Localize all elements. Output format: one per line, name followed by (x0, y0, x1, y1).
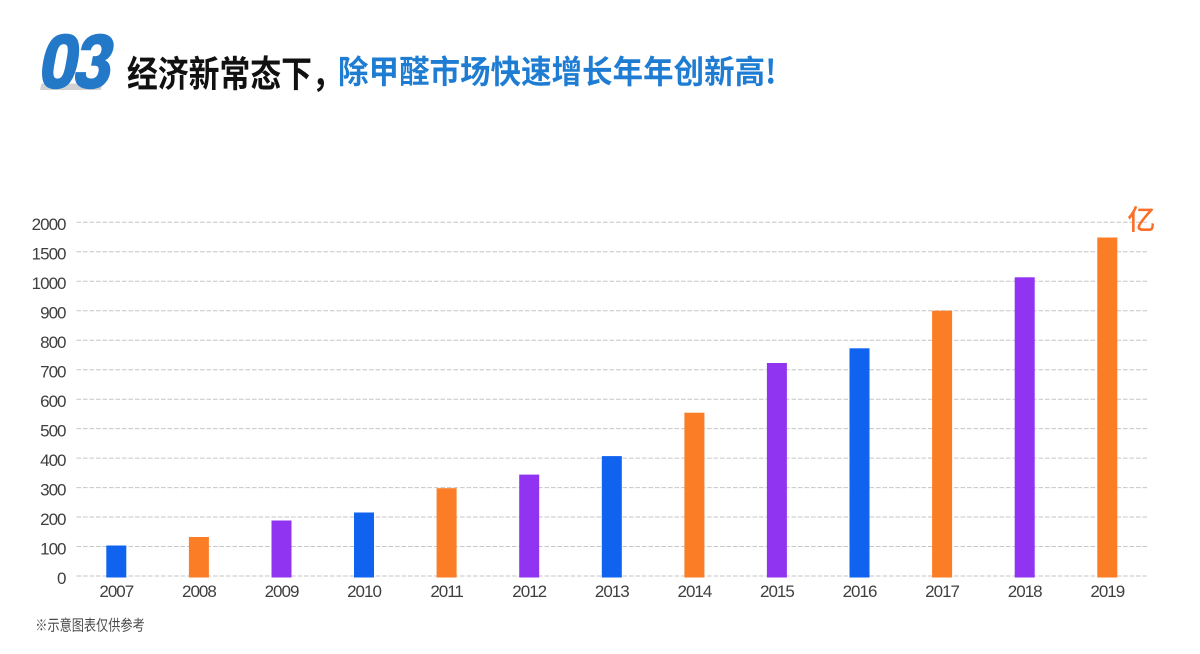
svg-text:500: 500 (40, 421, 66, 440)
svg-text:2017: 2017 (925, 582, 959, 601)
svg-text:300: 300 (40, 480, 66, 499)
svg-text:0: 0 (57, 569, 66, 588)
svg-text:2013: 2013 (595, 582, 629, 601)
svg-text:2018: 2018 (1008, 582, 1042, 601)
svg-text:2010: 2010 (347, 582, 381, 601)
svg-text:800: 800 (40, 333, 66, 352)
svg-text:1500: 1500 (32, 245, 66, 264)
svg-text:2007: 2007 (99, 582, 133, 601)
svg-text:700: 700 (40, 363, 66, 382)
svg-text:2009: 2009 (265, 582, 299, 601)
svg-text:900: 900 (40, 304, 66, 323)
svg-text:100: 100 (40, 539, 66, 558)
svg-text:1000: 1000 (32, 274, 66, 293)
svg-text:2014: 2014 (677, 582, 711, 601)
svg-text:2000: 2000 (32, 215, 66, 234)
svg-text:2012: 2012 (512, 582, 546, 601)
svg-text:400: 400 (40, 451, 66, 470)
svg-text:2019: 2019 (1090, 582, 1124, 601)
svg-text:2008: 2008 (182, 582, 216, 601)
svg-text:600: 600 (40, 392, 66, 411)
svg-text:200: 200 (40, 510, 66, 529)
svg-text:2011: 2011 (430, 582, 463, 601)
svg-text:2015: 2015 (760, 582, 794, 601)
svg-text:2016: 2016 (843, 582, 877, 601)
